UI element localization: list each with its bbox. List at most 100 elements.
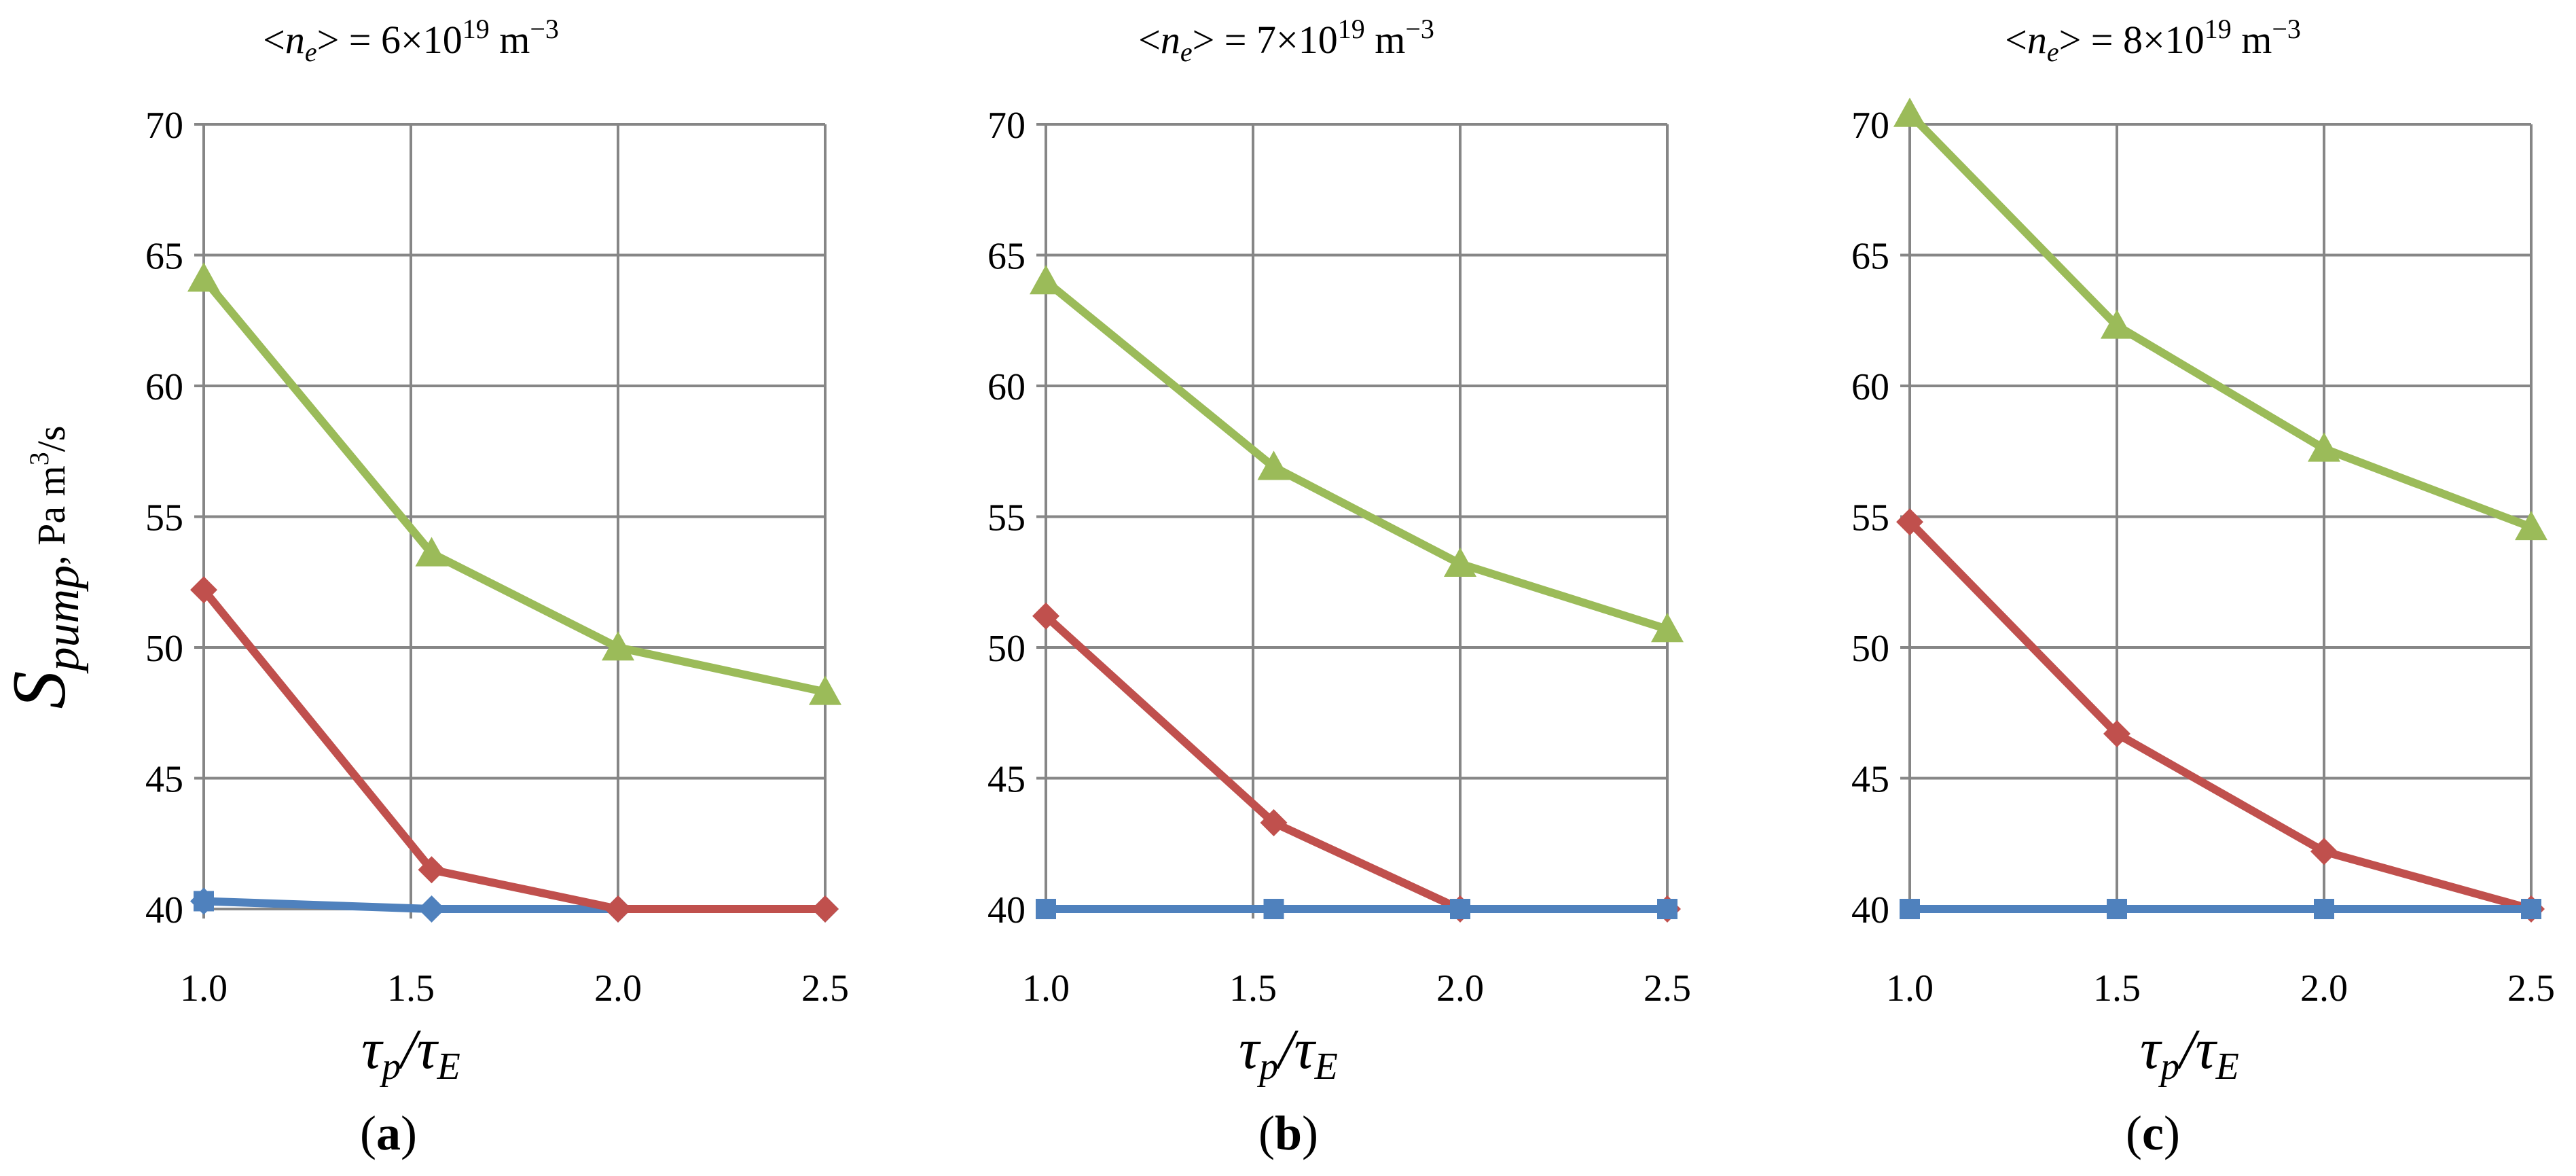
x-tick-label: 2.0	[594, 967, 642, 1010]
data-point-green-triangle	[1893, 97, 1926, 127]
data-point-red-diamond	[1032, 602, 1059, 630]
y-tick-label: 45	[1851, 759, 1889, 801]
data-point-green-triangle	[1651, 613, 1684, 643]
panel-a-series	[187, 262, 841, 923]
y-tick-label: 45	[987, 759, 1026, 801]
panel-a-title-prefix: <	[263, 18, 285, 62]
panel-b-title-prefix: <	[1138, 18, 1161, 62]
x-label-slash-tau: /τ	[2177, 1018, 2217, 1081]
y-tick-label: 55	[987, 497, 1026, 539]
panel-a-label: (a)	[360, 1106, 417, 1160]
data-point-blue-square	[2521, 899, 2541, 919]
panel-c-x-axis-label: τp/τE	[2140, 1018, 2239, 1088]
y-tick-label: 45	[145, 759, 183, 801]
panel-b-title-unit: m	[1365, 18, 1406, 62]
panel-c-letter: c	[2142, 1106, 2164, 1160]
panel-b-title-sub: e	[1180, 37, 1193, 67]
panel-c-title: <ne> = 8×1019 m−3	[2005, 14, 2301, 67]
data-point-blue-square	[1900, 899, 1920, 919]
x-label-p: p	[379, 1046, 401, 1088]
panel-b-title: <ne> = 7×1019 m−3	[1138, 14, 1434, 67]
panel-b-title-exp: 19	[1338, 14, 1365, 44]
y-tick-label: 40	[1851, 889, 1889, 931]
x-label-E: E	[2215, 1046, 2239, 1088]
data-point-red-diamond	[1896, 508, 1923, 536]
data-point-green-triangle	[415, 537, 448, 567]
data-point-green-triangle	[2308, 432, 2340, 462]
y-tick-label: 50	[987, 628, 1026, 670]
x-tick-label: 1.5	[2093, 967, 2141, 1010]
series-line-red	[1042, 613, 1667, 913]
x-tick-label: 1.5	[1229, 967, 1277, 1010]
data-point-blue-square	[2314, 899, 2334, 919]
panel-c-x-ticks: 1.0 1.5 2.0 2.5	[1886, 909, 2555, 1010]
panel-a-x-axis-label: τp/τE	[361, 1018, 460, 1088]
panel-b: <ne> = 7×1019 m−3 40 45 50 55 60 65 70 1.0 1.5 2…	[987, 14, 1691, 1160]
data-point-blue-square	[1263, 899, 1284, 919]
series-line-red	[1906, 519, 2533, 913]
data-point-red-diamond	[418, 856, 446, 884]
y-tick-label: 60	[145, 366, 183, 408]
panel-c-title-prefix: <	[2005, 18, 2027, 62]
x-tick-label: 2.5	[1644, 967, 1691, 1010]
data-point-blue-diamond	[190, 887, 217, 915]
x-tick-label: 1.5	[387, 967, 435, 1010]
data-point-red-diamond	[2103, 720, 2130, 748]
y-label-subscript: pump	[37, 565, 89, 675]
panel-c-title-mid: > = 8×10	[2059, 18, 2205, 62]
y-tick-label: 70	[145, 105, 183, 147]
x-tick-label: 1.0	[1886, 967, 1934, 1010]
y-tick-label: 65	[145, 236, 183, 278]
panel-a-grid	[202, 123, 827, 910]
x-tick-label: 2.5	[2507, 967, 2555, 1010]
y-tick-label: 65	[1851, 236, 1889, 278]
panel-b-series	[1030, 265, 1684, 923]
data-point-green-triangle	[1257, 450, 1290, 480]
panel-c-title-exp: 19	[2205, 14, 2232, 44]
panel-b-title-var: n	[1161, 18, 1180, 62]
panel-a-title-mid: > = 6×10	[317, 18, 462, 62]
panel-a-title-sub: e	[305, 37, 317, 67]
panel-b-x-ticks: 1.0 1.5 2.0 2.5	[1022, 909, 1691, 1010]
y-tick-label: 55	[145, 497, 183, 539]
panel-a-title-unit-exp: −3	[530, 14, 559, 44]
x-label-p: p	[1256, 1046, 1278, 1088]
series-line-green	[1043, 278, 1669, 633]
x-tick-label: 2.0	[2300, 967, 2348, 1010]
panel-b-x-axis-label: τp/τE	[1239, 1018, 1338, 1088]
data-point-green-triangle	[2515, 510, 2547, 541]
series-line-red	[200, 587, 825, 913]
panel-c-title-unit: m	[2232, 18, 2272, 62]
x-label-tau: τ	[1239, 1018, 1261, 1081]
y-axis-label: Spump, Pa m3/s	[0, 426, 89, 709]
y-tick-label: 50	[1851, 628, 1889, 670]
panel-b-grid	[1045, 123, 1669, 910]
x-tick-label: 1.0	[180, 967, 228, 1010]
panel-a-title-exp: 19	[462, 14, 490, 44]
data-point-green-triangle	[187, 262, 220, 292]
x-label-p: p	[2158, 1046, 2179, 1088]
y-tick-label: 60	[1851, 366, 1889, 408]
data-point-green-triangle	[1030, 265, 1062, 295]
panel-c-title-sub: e	[2047, 37, 2059, 67]
y-tick-label: 70	[987, 105, 1026, 147]
data-point-green-triangle	[809, 675, 841, 705]
data-point-green-triangle	[1444, 547, 1476, 577]
y-tick-label: 40	[987, 889, 1026, 931]
panel-a-x-ticks: 1.0 1.5 2.0 2.5	[180, 909, 849, 1010]
y-label-unit: , Pa m	[29, 465, 73, 565]
data-point-red-diamond	[2310, 838, 2338, 866]
data-point-red-diamond	[812, 895, 839, 923]
panel-b-letter: b	[1275, 1106, 1302, 1160]
x-label-slash-tau: /τ	[398, 1018, 439, 1081]
panel-c-label: (c)	[2126, 1106, 2180, 1160]
panel-c-title-var: n	[2027, 18, 2047, 62]
data-point-blue-diamond	[418, 895, 446, 923]
y-tick-label: 65	[987, 236, 1026, 278]
y-tick-label: 70	[1851, 105, 1889, 147]
data-point-green-triangle	[2101, 309, 2133, 339]
data-point-red-diamond	[1260, 808, 1288, 836]
y-tick-label: 40	[145, 889, 183, 931]
x-tick-label: 1.0	[1022, 967, 1070, 1010]
